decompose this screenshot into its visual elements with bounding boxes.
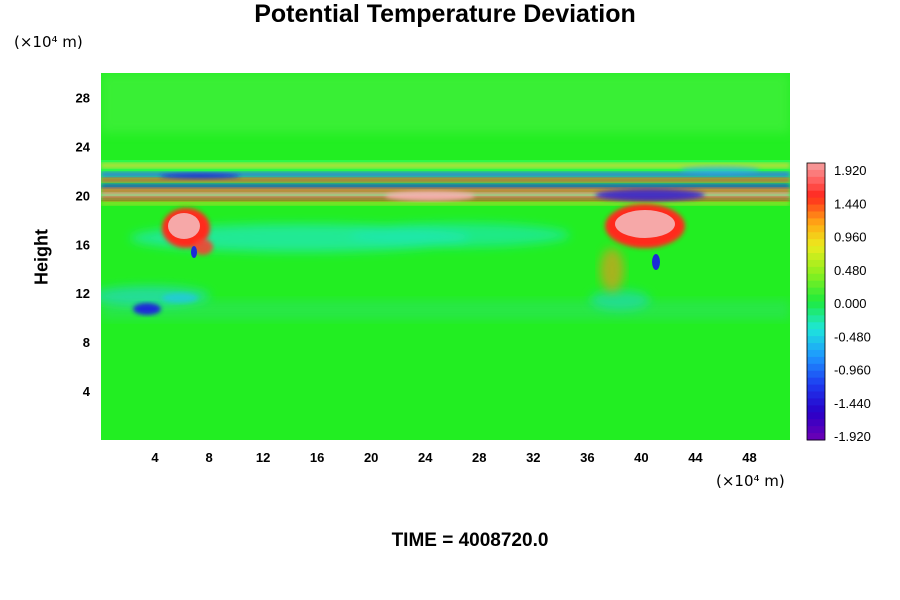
colorbar: 1.920 1.440 0.960 0.480 0.000 -0.480 -0.960 -1.… [806,162,871,444]
colorbar-swatch [807,169,825,178]
y-tick-label: 20 [76,188,90,203]
colorbar-swatch [807,280,825,289]
colorbar-tick-label: 0.960 [834,230,867,245]
colorbar-swatch [807,315,825,323]
chart-title: Potential Temperature Deviation [254,0,636,28]
x-tick-label: 16 [310,450,324,465]
colorbar-swatch [807,308,825,316]
x-tick-label: 36 [580,450,594,465]
colorbar-swatch [807,343,825,351]
colorbar-swatch [807,239,825,247]
x-tick-label: 12 [256,450,270,465]
colorbar-swatch [807,426,825,434]
colorbar-swatch [807,259,825,268]
x-tick-label: 20 [364,450,378,465]
colorbar-swatch [807,301,825,309]
colorbar-swatch [807,273,825,282]
cool-anomaly-west [133,293,198,315]
y-axis-ticks: 4 8 12 16 20 24 28 [76,90,91,399]
colorbar-swatch [807,433,825,441]
colorbar-swatch [807,183,825,192]
x-tick-label: 24 [418,450,433,465]
colorbar-swatch [807,405,825,413]
colorbar-swatch [807,356,825,365]
y-tick-label: 4 [83,384,91,399]
y-tick-label: 16 [76,237,90,252]
x-unit-label: (×10⁴ m) [716,472,785,490]
colorbar-swatch [807,253,825,261]
y-tick-label: 12 [76,286,90,301]
colorbar-swatch [807,266,825,275]
colorbar-swatch [807,190,825,199]
colorbar-swatch [807,294,825,302]
field-background [101,73,790,440]
colorbar-tick-label: -1.440 [834,396,871,411]
colorbar-tick-label: 0.000 [834,296,867,311]
colorbar-swatch [807,377,825,386]
colorbar-swatch [807,322,825,330]
time-footer: TIME = 4008720.0 [391,530,549,551]
colorbar-swatch [807,370,825,379]
x-tick-label: 48 [742,450,756,465]
x-tick-label: 44 [688,450,703,465]
colorbar-swatch [807,363,825,372]
colorbar-swatch [807,398,825,406]
colorbar-tick-label: 0.480 [834,263,867,278]
warm-anomaly-east [600,204,685,292]
colorbar-swatch [807,336,825,344]
colorbar-tick-label: -0.480 [834,329,871,344]
y-tick-label: 28 [76,90,90,105]
colorbar-swatch [807,391,825,399]
x-tick-label: 40 [634,450,648,465]
colorbar-swatch [807,211,825,219]
colorbar-swatch [807,197,825,206]
colorbar-swatch [807,246,825,254]
x-axis-ticks: 4 8 12 16 20 24 28 32 36 40 44 48 [151,450,756,465]
cool-band [101,223,650,310]
colorbar-tick-label: -0.960 [834,363,871,378]
plot-area [101,73,790,440]
colorbar-swatch [807,176,825,185]
x-tick-label: 32 [526,450,540,465]
colorbar-tick-label: -1.920 [834,429,871,444]
colorbar-swatch [807,218,825,226]
x-tick-label: 28 [472,450,486,465]
colorbar-tick-label: 1.440 [834,196,867,211]
x-tick-label: 4 [151,450,159,465]
colorbar-tick-label: 1.920 [834,163,867,178]
warm-anomaly-west [162,208,213,258]
colorbar-border [806,162,826,441]
x-tick-label: 8 [205,450,212,465]
colorbar-swatch [807,287,825,296]
mid-texture [101,300,790,320]
colorbar-swatch [807,349,825,358]
colorbar-swatch [807,384,825,393]
y-unit-label: (×10⁴ m) [14,33,83,51]
colorbar-swatch [807,225,825,233]
colorbar-swatch [807,329,825,337]
colorbar-swatch [807,232,825,240]
y-tick-label: 8 [83,335,90,350]
colorbar-swatch [807,204,825,212]
colorbar-swatch [807,419,825,427]
upper-texture [101,73,790,133]
colorbar-swatch [807,163,825,171]
y-tick-label: 24 [76,139,91,154]
colorbar-swatch [807,412,825,420]
upper-band [101,160,790,205]
